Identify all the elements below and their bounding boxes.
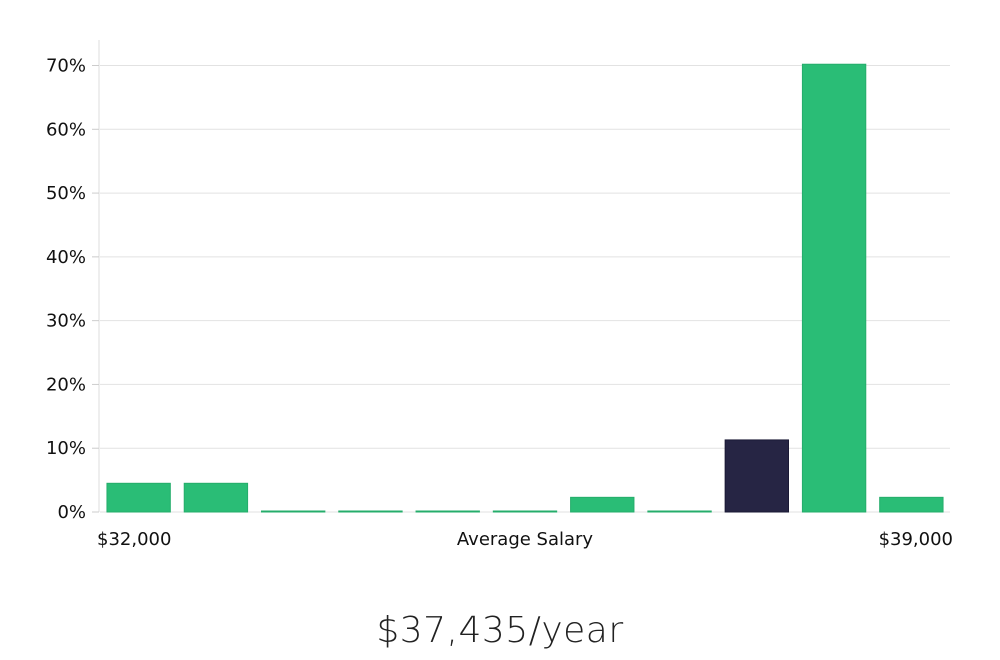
x-axis-start-label: $32,000	[97, 529, 172, 550]
bar[interactable]	[183, 482, 249, 513]
y-tick-label: 60%	[46, 119, 86, 140]
x-axis-end-label: $39,000	[878, 529, 953, 550]
bar[interactable]	[570, 496, 635, 513]
y-tick-label: 20%	[46, 374, 86, 395]
y-tick-label: 50%	[46, 183, 86, 204]
y-tick-label: 10%	[46, 438, 86, 459]
x-axis-title: Average Salary	[456, 529, 594, 550]
bar-highlighted[interactable]	[724, 439, 789, 513]
bar[interactable]	[106, 482, 171, 513]
bar[interactable]	[801, 63, 867, 513]
bar[interactable]	[647, 510, 712, 513]
bar[interactable]	[261, 510, 326, 513]
bar[interactable]	[879, 496, 944, 513]
histogram-svg: 0% 10% 20% 30% 40% 50% 60% 70%	[46, 40, 950, 523]
bar[interactable]	[492, 510, 558, 513]
y-tick-label: 30%	[46, 311, 86, 332]
bar[interactable]	[415, 510, 480, 513]
y-tick-label: 70%	[46, 56, 86, 77]
y-tick-label: 0%	[57, 502, 86, 523]
bar[interactable]	[338, 510, 403, 513]
salary-histogram: 0% 10% 20% 30% 40% 50% 60% 70% $32,000 Average …	[46, 40, 953, 550]
average-salary-value: $37,435/year	[376, 610, 624, 651]
y-tick-label: 40%	[46, 247, 86, 268]
